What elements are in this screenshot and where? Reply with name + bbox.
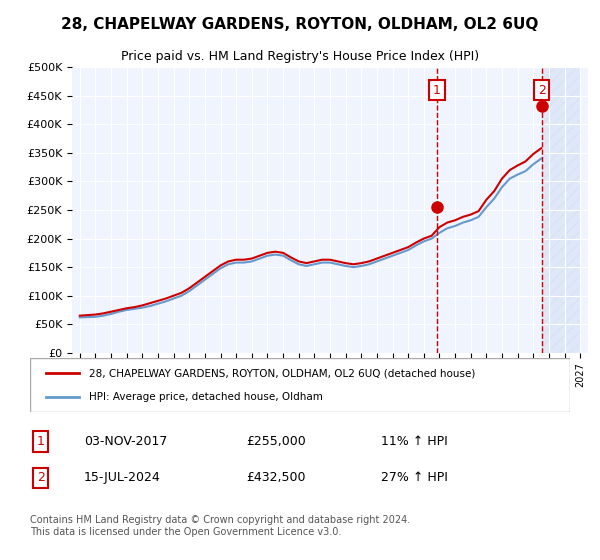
- Text: Contains HM Land Registry data © Crown copyright and database right 2024.
This d: Contains HM Land Registry data © Crown c…: [30, 515, 410, 537]
- FancyBboxPatch shape: [30, 358, 570, 412]
- Text: 15-JUL-2024: 15-JUL-2024: [84, 472, 161, 484]
- Text: HPI: Average price, detached house, Oldham: HPI: Average price, detached house, Oldh…: [89, 391, 323, 402]
- Bar: [542, 67, 580, 353]
- Text: 28, CHAPELWAY GARDENS, ROYTON, OLDHAM, OL2 6UQ (detached house): 28, CHAPELWAY GARDENS, ROYTON, OLDHAM, O…: [89, 368, 476, 379]
- Text: 28, CHAPELWAY GARDENS, ROYTON, OLDHAM, OL2 6UQ: 28, CHAPELWAY GARDENS, ROYTON, OLDHAM, O…: [61, 17, 539, 32]
- Text: 2: 2: [37, 472, 45, 484]
- Text: 2: 2: [538, 83, 545, 96]
- Text: £432,500: £432,500: [246, 472, 305, 484]
- Bar: [542, 67, 580, 353]
- Text: 03-NOV-2017: 03-NOV-2017: [84, 435, 167, 448]
- Text: 11% ↑ HPI: 11% ↑ HPI: [381, 435, 448, 448]
- Text: 1: 1: [37, 435, 45, 448]
- Text: 1: 1: [433, 83, 441, 96]
- Text: £255,000: £255,000: [246, 435, 306, 448]
- Text: 27% ↑ HPI: 27% ↑ HPI: [381, 472, 448, 484]
- Text: Price paid vs. HM Land Registry's House Price Index (HPI): Price paid vs. HM Land Registry's House …: [121, 50, 479, 63]
